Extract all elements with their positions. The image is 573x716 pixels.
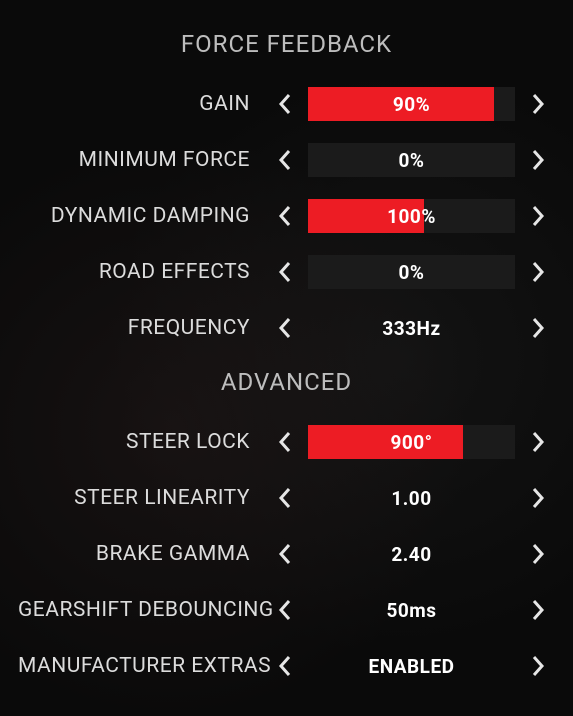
label-dynamic-damping: DYNAMIC DAMPING: [18, 204, 268, 228]
chevron-left-icon: [278, 93, 292, 115]
decrease-brake-gamma[interactable]: [268, 537, 302, 571]
row-steer-linearity: STEER LINEARITY 1.00: [0, 470, 573, 526]
row-minimum-force: MINIMUM FORCE 0%: [0, 132, 573, 188]
value-box-frequency[interactable]: 333Hz: [308, 311, 515, 345]
row-steer-lock: STEER LOCK 900°: [0, 414, 573, 470]
increase-road-effects[interactable]: [521, 255, 555, 289]
value-steer-lock: 900°: [390, 431, 432, 454]
chevron-right-icon: [531, 93, 545, 115]
value-frequency: 333Hz: [382, 317, 440, 340]
label-manufacturer-extras: MANUFACTURER EXTRAS: [18, 654, 268, 678]
chevron-left-icon: [278, 487, 292, 509]
decrease-steer-linearity[interactable]: [268, 481, 302, 515]
chevron-left-icon: [278, 205, 292, 227]
value-steer-linearity: 1.00: [391, 487, 431, 510]
chevron-left-icon: [278, 431, 292, 453]
decrease-gain[interactable]: [268, 87, 302, 121]
decrease-minimum-force[interactable]: [268, 143, 302, 177]
stepper-road-effects: 0%: [268, 255, 555, 289]
row-road-effects: ROAD EFFECTS 0%: [0, 244, 573, 300]
increase-brake-gamma[interactable]: [521, 537, 555, 571]
label-gain: GAIN: [18, 92, 268, 116]
stepper-frequency: 333Hz: [268, 311, 555, 345]
value-road-effects: 0%: [399, 261, 425, 284]
decrease-frequency[interactable]: [268, 311, 302, 345]
section-title-force-feedback: FORCE FEEDBACK: [0, 30, 573, 58]
chevron-right-icon: [531, 543, 545, 565]
stepper-gain: 90%: [268, 87, 555, 121]
row-dynamic-damping: DYNAMIC DAMPING 100%: [0, 188, 573, 244]
value-manufacturer-extras: ENABLED: [369, 655, 455, 678]
value-box-dynamic-damping[interactable]: 100%: [308, 199, 515, 233]
row-gain: GAIN 90%: [0, 76, 573, 132]
decrease-manufacturer-extras[interactable]: [268, 649, 302, 683]
stepper-steer-lock: 900°: [268, 425, 555, 459]
chevron-right-icon: [531, 149, 545, 171]
value-dynamic-damping: 100%: [387, 205, 436, 228]
chevron-right-icon: [531, 205, 545, 227]
value-box-brake-gamma[interactable]: 2.40: [308, 537, 515, 571]
decrease-steer-lock[interactable]: [268, 425, 302, 459]
decrease-road-effects[interactable]: [268, 255, 302, 289]
increase-steer-linearity[interactable]: [521, 481, 555, 515]
increase-minimum-force[interactable]: [521, 143, 555, 177]
chevron-right-icon: [531, 655, 545, 677]
increase-gain[interactable]: [521, 87, 555, 121]
decrease-dynamic-damping[interactable]: [268, 199, 302, 233]
chevron-left-icon: [278, 261, 292, 283]
increase-gearshift-debouncing[interactable]: [521, 593, 555, 627]
value-box-minimum-force[interactable]: 0%: [308, 143, 515, 177]
decrease-gearshift-debouncing[interactable]: [268, 593, 302, 627]
increase-dynamic-damping[interactable]: [521, 199, 555, 233]
chevron-right-icon: [531, 487, 545, 509]
value-gain: 90%: [393, 93, 430, 116]
value-box-gearshift-debouncing[interactable]: 50ms: [308, 593, 515, 627]
label-minimum-force: MINIMUM FORCE: [18, 148, 268, 172]
chevron-right-icon: [531, 317, 545, 339]
value-box-steer-linearity[interactable]: 1.00: [308, 481, 515, 515]
chevron-right-icon: [531, 261, 545, 283]
stepper-minimum-force: 0%: [268, 143, 555, 177]
value-minimum-force: 0%: [399, 149, 425, 172]
chevron-right-icon: [531, 431, 545, 453]
label-brake-gamma: BRAKE GAMMA: [18, 542, 268, 566]
stepper-brake-gamma: 2.40: [268, 537, 555, 571]
stepper-gearshift-debouncing: 50ms: [268, 593, 555, 627]
chevron-left-icon: [278, 543, 292, 565]
fill-steer-lock: [308, 425, 463, 459]
label-steer-lock: STEER LOCK: [18, 430, 268, 454]
chevron-left-icon: [278, 599, 292, 621]
section-title-advanced: ADVANCED: [0, 368, 573, 396]
chevron-right-icon: [531, 599, 545, 621]
stepper-dynamic-damping: 100%: [268, 199, 555, 233]
row-frequency: FREQUENCY 333Hz: [0, 300, 573, 356]
chevron-left-icon: [278, 149, 292, 171]
stepper-steer-linearity: 1.00: [268, 481, 555, 515]
label-road-effects: ROAD EFFECTS: [18, 260, 268, 284]
value-box-road-effects[interactable]: 0%: [308, 255, 515, 289]
stepper-manufacturer-extras: ENABLED: [268, 649, 555, 683]
increase-frequency[interactable]: [521, 311, 555, 345]
row-gearshift-debouncing: GEARSHIFT DEBOUNCING 50ms: [0, 582, 573, 638]
chevron-left-icon: [278, 317, 292, 339]
increase-manufacturer-extras[interactable]: [521, 649, 555, 683]
chevron-left-icon: [278, 655, 292, 677]
value-brake-gamma: 2.40: [391, 543, 431, 566]
row-manufacturer-extras: MANUFACTURER EXTRAS ENABLED: [0, 638, 573, 694]
value-box-manufacturer-extras[interactable]: ENABLED: [308, 649, 515, 683]
label-steer-linearity: STEER LINEARITY: [18, 486, 268, 510]
value-box-steer-lock[interactable]: 900°: [308, 425, 515, 459]
value-box-gain[interactable]: 90%: [308, 87, 515, 121]
increase-steer-lock[interactable]: [521, 425, 555, 459]
label-gearshift-debouncing: GEARSHIFT DEBOUNCING: [18, 598, 268, 622]
value-gearshift-debouncing: 50ms: [386, 599, 436, 622]
label-frequency: FREQUENCY: [18, 316, 268, 340]
settings-panel: FORCE FEEDBACK GAIN 90% MINIMUM FORCE 0%…: [0, 0, 573, 694]
row-brake-gamma: BRAKE GAMMA 2.40: [0, 526, 573, 582]
